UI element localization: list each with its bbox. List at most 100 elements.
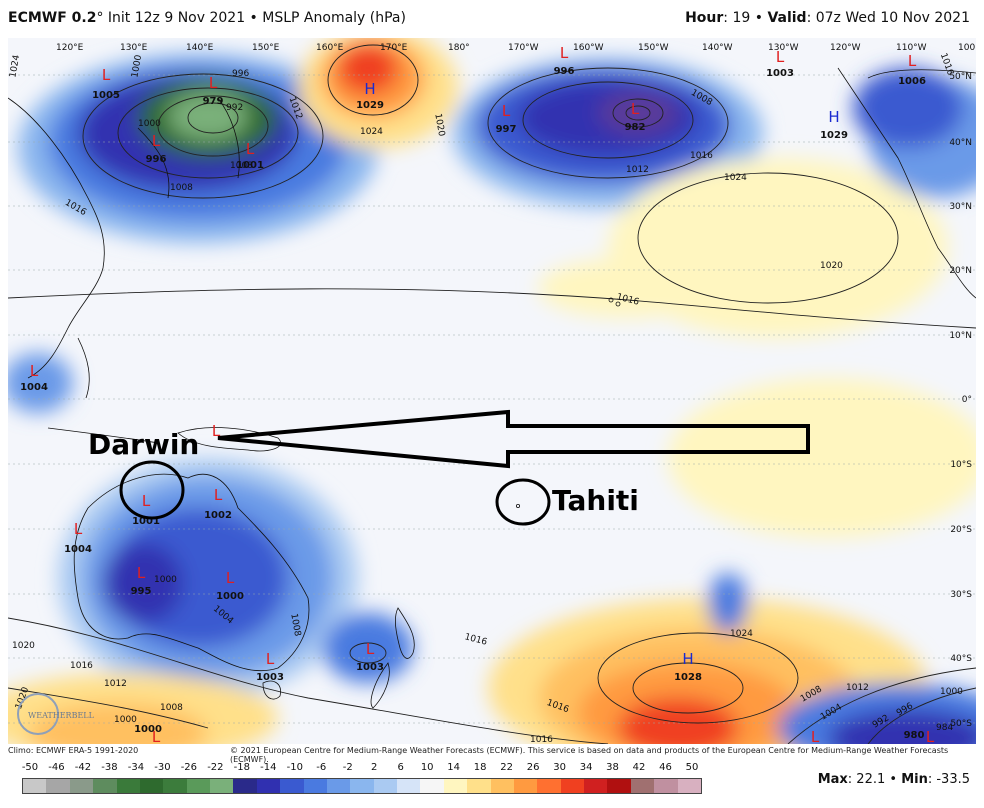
legend-swatch <box>490 779 514 793</box>
legend-tick: -30 <box>154 762 171 773</box>
svg-text:1029: 1029 <box>356 100 384 111</box>
isobar-label: 1020 <box>820 261 843 271</box>
svg-text:1000: 1000 <box>134 724 162 735</box>
svg-text:1001: 1001 <box>132 516 160 527</box>
lat-label: 30°N <box>949 202 972 212</box>
high-center: H 1029 <box>820 108 848 141</box>
lon-label: 180° <box>448 43 470 53</box>
svg-text:1028: 1028 <box>674 672 702 683</box>
isobar-label: 992 <box>226 103 243 113</box>
isobar-label: 1000 <box>138 119 161 129</box>
svg-text:1000: 1000 <box>216 591 244 602</box>
legend-swatch <box>303 779 327 793</box>
legend-tick: -34 <box>127 762 145 773</box>
low-center: L 1004 <box>64 520 92 555</box>
lat-label: 10°S <box>950 460 972 470</box>
legend-swatch <box>584 779 608 793</box>
legend-tick: -50 <box>21 762 39 773</box>
watermark-logo: WEATHERBELL <box>17 693 95 735</box>
isobar-label: 984 <box>936 723 953 733</box>
svg-text:H: H <box>682 650 693 668</box>
valid-value: : 07z Wed 10 Nov 2021 <box>806 10 970 26</box>
max-value: : 22.1 • <box>847 772 902 787</box>
low-center: L 1003 <box>256 650 284 683</box>
high-center: H 1028 <box>674 650 702 683</box>
legend-swatch <box>350 779 374 793</box>
svg-text:L: L <box>631 100 640 118</box>
high-center: H 1029 <box>356 80 384 111</box>
legend-tick: 22 <box>500 762 513 773</box>
svg-text:L: L <box>502 102 511 120</box>
legend-swatch <box>233 779 257 793</box>
footer: Climo: ECMWF ERA-5 1991-2020 © 2021 Euro… <box>0 744 984 764</box>
svg-text:995: 995 <box>131 586 152 597</box>
low-center: L 1005 <box>92 66 120 101</box>
lon-label: 140°W <box>702 43 733 53</box>
isobar-label: 1012 <box>846 683 869 693</box>
legend-swatch <box>280 779 304 793</box>
legend-swatch <box>607 779 631 793</box>
hour-value: : 19 • <box>723 10 768 26</box>
lon-label: 160°W <box>573 43 604 53</box>
legend-swatch <box>467 779 491 793</box>
legend-tick: -38 <box>101 762 118 773</box>
legend-tick: -26 <box>180 762 198 773</box>
legend-swatch <box>397 779 421 793</box>
svg-text:1006: 1006 <box>898 76 926 87</box>
legend-swatch <box>93 779 117 793</box>
legend-swatch <box>443 779 468 793</box>
legend-swatch <box>630 779 655 793</box>
lat-label: 50°S <box>950 719 972 729</box>
svg-text:1004: 1004 <box>20 382 48 393</box>
svg-text:L: L <box>137 564 146 582</box>
low-center: L 1002 <box>204 486 232 521</box>
legend-tick: -14 <box>260 762 277 773</box>
lat-label: 0° <box>962 395 972 405</box>
map: 120°E 130°E 140°E 150°E 160°E 170°E 180°… <box>8 38 976 744</box>
climo-note: Climo: ECMWF ERA-5 1991-2020 <box>8 746 139 755</box>
copyright-note: © 2021 European Centre for Medium-Range … <box>230 746 949 764</box>
legend-swatch <box>210 779 234 793</box>
legend-swatch <box>677 779 701 793</box>
svg-text:H: H <box>364 80 375 98</box>
map-svg: 120°E 130°E 140°E 150°E 160°E 170°E 180°… <box>8 38 976 744</box>
isobar-label: 1020 <box>432 113 446 138</box>
legend-bar <box>22 778 702 794</box>
legend-swatch <box>560 779 584 793</box>
low-center: L 1003 <box>356 640 384 673</box>
legend-tick: 10 <box>420 762 434 773</box>
legend-swatch <box>326 779 351 793</box>
legend-swatch <box>537 779 561 793</box>
legend-tick: 26 <box>526 762 540 773</box>
isobar-label: 1008 <box>230 161 253 171</box>
low-center: L 1006 <box>898 52 926 87</box>
low-center: L 996 <box>554 44 575 77</box>
isobar-label: 1020 <box>12 641 35 651</box>
legend-swatch <box>256 779 281 793</box>
lon-label: 150°W <box>638 43 669 53</box>
low-center: L 995 <box>131 564 152 597</box>
lon-label: 160°E <box>316 43 344 53</box>
lat-label: 10°N <box>949 331 972 341</box>
isobar-label: 1016 <box>530 735 553 744</box>
svg-text:L: L <box>30 362 39 380</box>
lat-labels: 50°N 40°N 30°N 20°N 10°N 0° 10°S 20°S 30… <box>949 72 972 729</box>
legend-swatch <box>139 779 164 793</box>
svg-text:L: L <box>266 650 275 668</box>
lon-label: 150°E <box>252 43 280 53</box>
svg-text:996: 996 <box>146 154 167 165</box>
lon-label: 130°W <box>768 43 799 53</box>
tahiti-label: Tahiti <box>552 484 639 517</box>
isobar-label: 1016 <box>690 151 713 161</box>
max-min: Max: 22.1 • Min: -33.5 <box>818 772 970 787</box>
legend-swatch <box>46 779 70 793</box>
lon-label: 110°W <box>896 43 927 53</box>
svg-text:L: L <box>926 728 935 744</box>
svg-text:L: L <box>776 48 785 66</box>
valid-label: Valid <box>767 10 807 26</box>
legend-tick: 18 <box>473 762 487 773</box>
svg-text:L: L <box>209 74 218 92</box>
isobar-label: 1024 <box>724 173 747 183</box>
